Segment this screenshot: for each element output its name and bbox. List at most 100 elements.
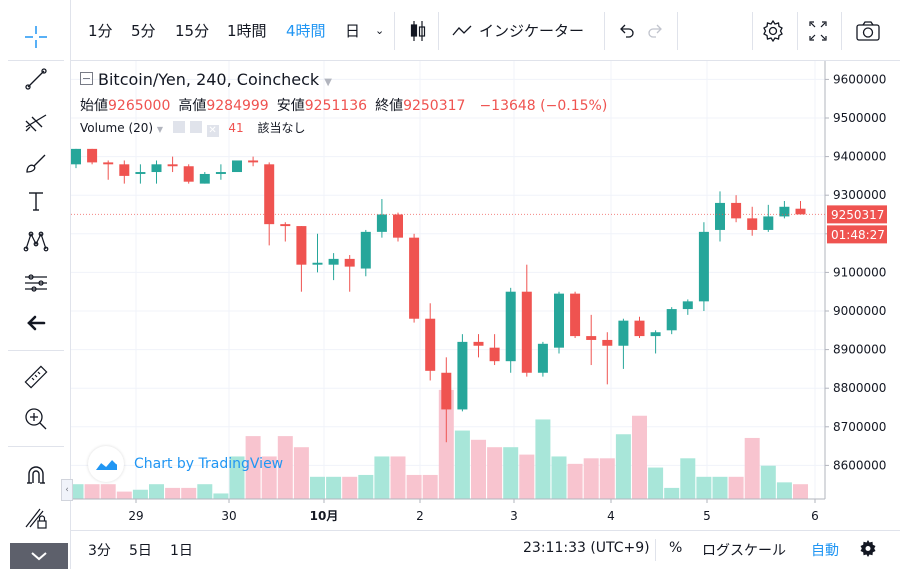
time-tick-label: 29 <box>128 509 143 523</box>
candle <box>376 199 387 238</box>
volume-bar <box>438 389 454 499</box>
eye-icon[interactable] <box>172 121 185 133</box>
candle <box>779 200 790 219</box>
volume-bar <box>406 474 422 499</box>
candle-body <box>248 160 259 163</box>
price-tick-label: 9100000 <box>833 265 886 279</box>
countdown-tag: 01:48:27 <box>827 225 887 244</box>
redo-icon[interactable] <box>647 17 665 45</box>
candle-body <box>232 160 242 173</box>
percent-toggle[interactable]: % <box>669 540 683 556</box>
crosshair-icon[interactable] <box>14 20 58 54</box>
toolbar-divider <box>8 446 64 447</box>
volume-bar <box>793 484 808 499</box>
candle <box>570 291 581 339</box>
fib-retracement-icon[interactable] <box>14 104 58 138</box>
log-scale-toggle[interactable]: ログスケール <box>702 543 786 559</box>
candle <box>167 156 178 173</box>
change-value: −13648 (−0.15%) <box>479 98 608 114</box>
time-tick-label: 3 <box>510 509 518 523</box>
watermark-label: Chart by TradingView <box>134 456 284 472</box>
chevron-down-icon[interactable]: ⌄ <box>375 24 385 37</box>
symbol-legend: Bitcoin/Yen, 240, Coincheck ▼ <box>80 70 332 89</box>
prediction-tool-icon[interactable] <box>14 266 58 300</box>
candle <box>264 162 275 246</box>
chart[interactable]: 9600000950000094000009300000920000091000… <box>71 61 900 530</box>
candles-icon[interactable] <box>408 18 428 46</box>
scroll-left-handle[interactable]: ‹ <box>61 479 73 501</box>
candle-body <box>666 309 677 331</box>
volume-bar <box>680 458 696 499</box>
candle <box>537 341 548 377</box>
zoom-in-icon[interactable] <box>14 402 58 436</box>
range-1d[interactable]: 1日 <box>170 543 193 559</box>
candle-body <box>296 226 307 265</box>
collapse-legend-icon[interactable] <box>80 72 93 85</box>
lock-pencil-icon[interactable] <box>14 500 58 534</box>
high-label: 高値 <box>178 98 207 114</box>
toolbar-divider <box>604 12 605 50</box>
candle <box>441 357 452 443</box>
tradingview-watermark[interactable]: Chart by TradingView <box>88 446 283 482</box>
volume-bar <box>599 458 615 499</box>
ruler-icon[interactable] <box>14 360 58 394</box>
trend-line-icon[interactable] <box>14 62 58 96</box>
candle-body <box>167 164 178 167</box>
price-tick-label: 8700000 <box>833 420 886 434</box>
close-icon[interactable]: ✕ <box>206 125 219 137</box>
chart-settings-gear-icon[interactable] <box>859 538 877 562</box>
fullscreen-icon[interactable] <box>807 17 829 45</box>
volume-bar <box>181 487 197 499</box>
interval-1h[interactable]: 1時間 <box>227 22 267 40</box>
candle <box>489 334 500 366</box>
candle <box>618 318 629 369</box>
magnet-icon[interactable] <box>14 458 58 492</box>
candle-body <box>151 164 162 173</box>
interval-5m[interactable]: 5分 <box>131 22 156 40</box>
candle <box>715 191 725 242</box>
candle-body <box>264 164 275 225</box>
interval-15m[interactable]: 15分 <box>175 22 210 40</box>
chevron-down-icon[interactable]: ▼ <box>324 77 332 88</box>
volume-bar <box>551 456 567 499</box>
undo-icon[interactable] <box>617 17 635 45</box>
pattern-tool-icon[interactable] <box>14 224 58 258</box>
volume-bar <box>342 476 358 499</box>
volume-label[interactable]: Volume (20) <box>80 121 154 135</box>
candle <box>586 314 597 366</box>
clock-time[interactable]: 23:11:33 (UTC+9) <box>523 540 650 556</box>
chevron-down-icon[interactable]: ▼ <box>156 125 164 134</box>
camera-icon[interactable] <box>855 17 881 45</box>
interval-1d[interactable]: 日 <box>345 22 361 40</box>
candle <box>328 253 339 281</box>
text-tool-icon[interactable] <box>14 184 58 218</box>
candle-body <box>376 214 387 232</box>
interval-1m[interactable]: 1分 <box>88 22 113 40</box>
candle <box>280 222 291 242</box>
settings-gear-icon[interactable] <box>761 17 785 45</box>
candle-body <box>650 332 661 337</box>
current-price-tag-bg <box>827 205 887 224</box>
candle-body <box>360 231 371 269</box>
candle-body <box>215 172 226 174</box>
volume-bar <box>776 482 792 499</box>
range-3m[interactable]: 3分 <box>88 543 111 559</box>
brush-icon[interactable] <box>14 146 58 180</box>
range-5d[interactable]: 5日 <box>129 543 152 559</box>
hide-toolbar-button[interactable] <box>10 543 68 569</box>
volume-legend: Volume (20) ▼ ✕ 41 該当なし <box>80 119 306 137</box>
indicators-button[interactable]: インジケーター <box>479 22 585 40</box>
interval-4h[interactable]: 4時間 <box>286 22 326 40</box>
candle <box>248 156 259 167</box>
symbol-title[interactable]: Bitcoin/Yen, 240, Coincheck <box>98 70 320 89</box>
indicators-icon[interactable] <box>451 17 473 45</box>
bottom-divider <box>655 539 656 561</box>
back-arrow-icon[interactable] <box>14 306 58 340</box>
settings-icon[interactable] <box>189 121 202 133</box>
candle <box>747 206 758 236</box>
candle <box>119 160 130 184</box>
volume-status: 該当なし <box>257 121 306 135</box>
candle-body <box>715 202 725 230</box>
auto-scale-toggle[interactable]: 自動 <box>811 543 839 559</box>
candle <box>425 303 436 381</box>
